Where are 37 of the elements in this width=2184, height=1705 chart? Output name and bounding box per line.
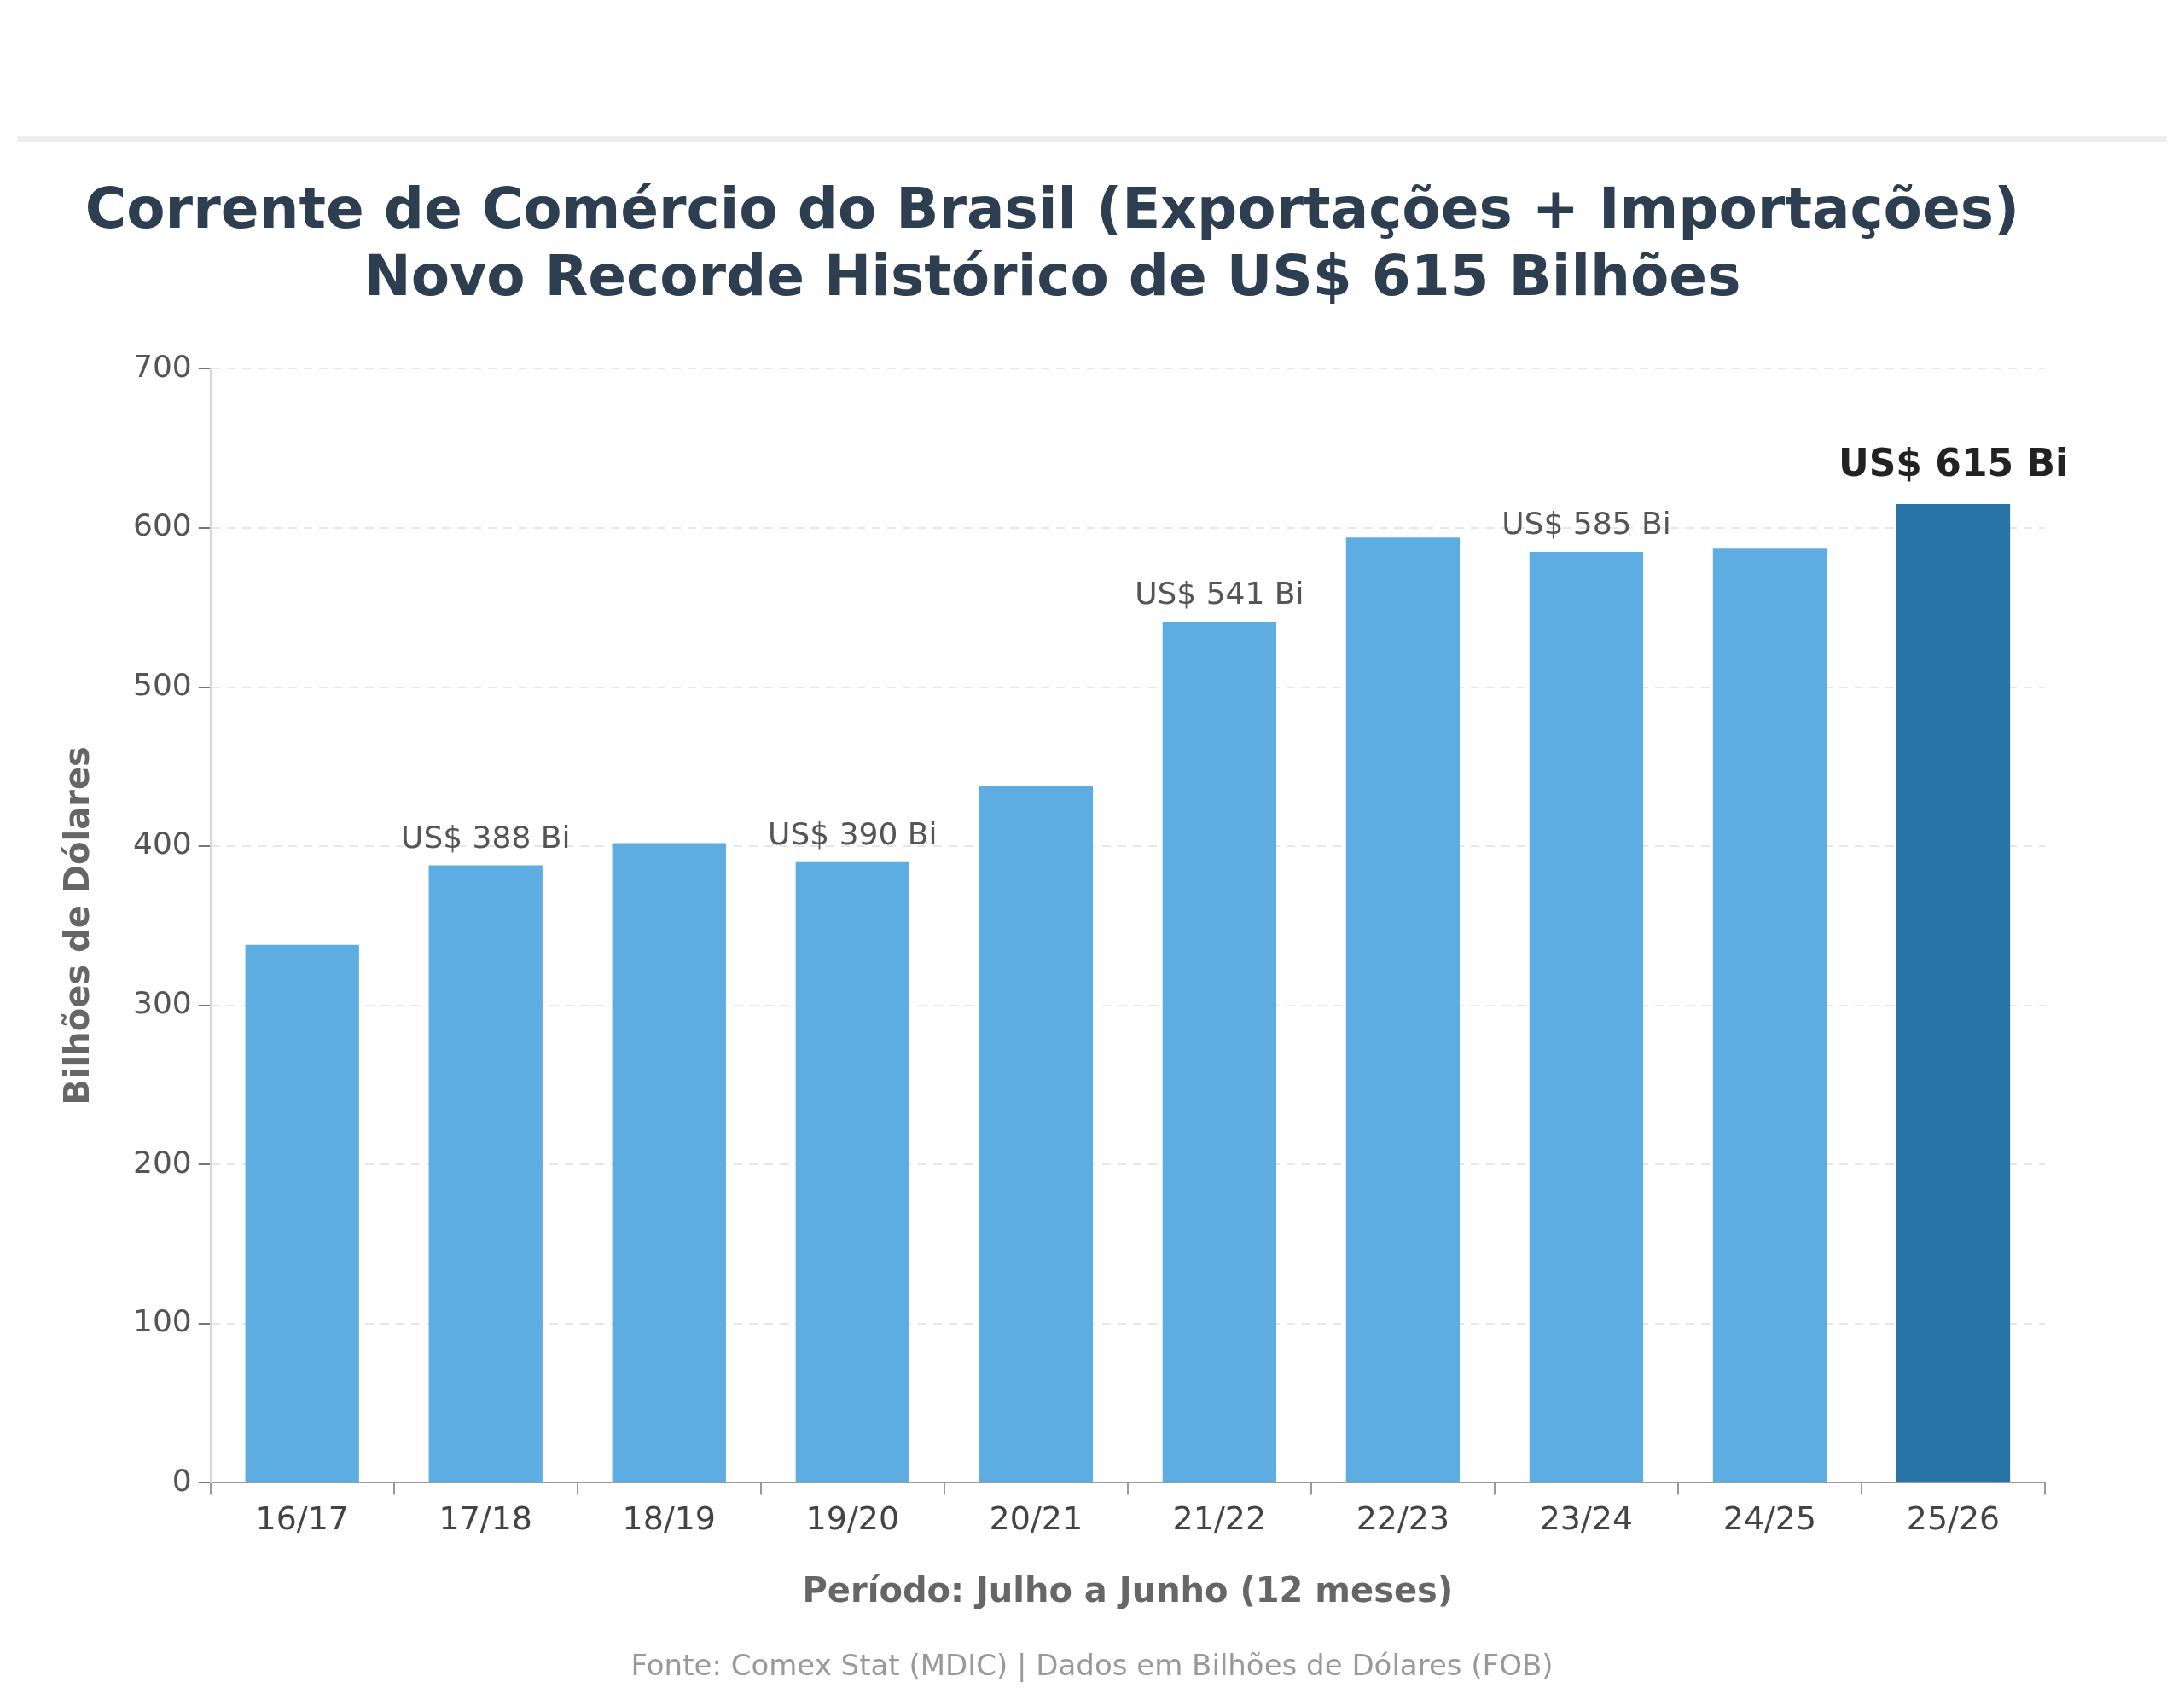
y-tick-label: 300 <box>132 985 192 1021</box>
x-tick-label: 18/19 <box>622 1499 717 1538</box>
bar <box>245 944 359 1482</box>
y-tick-label: 200 <box>132 1144 192 1180</box>
chart-title: Corrente de Comércio do Brasil (Exportações + Importações) Novo Recorde Histórico de US$ 615 Bilhões <box>84 175 2020 309</box>
bar <box>612 843 726 1482</box>
data-label: US$ 390 Bi <box>768 816 938 852</box>
y-tick-label: 100 <box>132 1303 192 1339</box>
bar <box>428 865 543 1482</box>
data-label: US$ 541 Bi <box>1135 576 1304 612</box>
data-label: US$ 585 Bi <box>1502 506 1671 542</box>
data-label: US$ 388 Bi <box>401 819 571 855</box>
x-tick-label: 20/21 <box>989 1499 1083 1538</box>
data-label: US$ 615 Bi <box>1838 441 2069 485</box>
bar <box>1345 537 1461 1482</box>
y-tick-label: 500 <box>132 666 192 702</box>
bar <box>1896 503 2011 1482</box>
source-note: Fonte: Comex Stat (MDIC) | Dados em Bilhões de Dólares (FOB) <box>630 1648 1554 1682</box>
y-tick-label: 700 <box>132 348 192 384</box>
x-tick-label: 16/17 <box>255 1499 349 1538</box>
y-axis-title: Bilhões de Dólares <box>57 746 97 1105</box>
x-tick-label: 24/25 <box>1722 1499 1817 1538</box>
bar <box>1529 551 1644 1482</box>
x-tick-label: 23/24 <box>1539 1499 1634 1538</box>
x-tick-label: 17/18 <box>439 1499 533 1538</box>
bar <box>1712 548 1827 1482</box>
bar <box>979 786 1093 1482</box>
x-axis-title: Período: Julho a Junho (12 meses) <box>802 1570 1454 1610</box>
y-tick-label: 600 <box>132 507 192 543</box>
x-tick-label: 21/22 <box>1172 1499 1267 1538</box>
x-tick-label: 22/23 <box>1356 1499 1450 1538</box>
y-tick-label: 400 <box>132 826 192 861</box>
x-tick-label: 25/26 <box>1906 1499 2001 1538</box>
bar <box>795 861 909 1482</box>
bar <box>1162 622 1277 1482</box>
x-tick-label: 19/20 <box>805 1499 900 1538</box>
y-tick-label: 0 <box>171 1462 192 1498</box>
